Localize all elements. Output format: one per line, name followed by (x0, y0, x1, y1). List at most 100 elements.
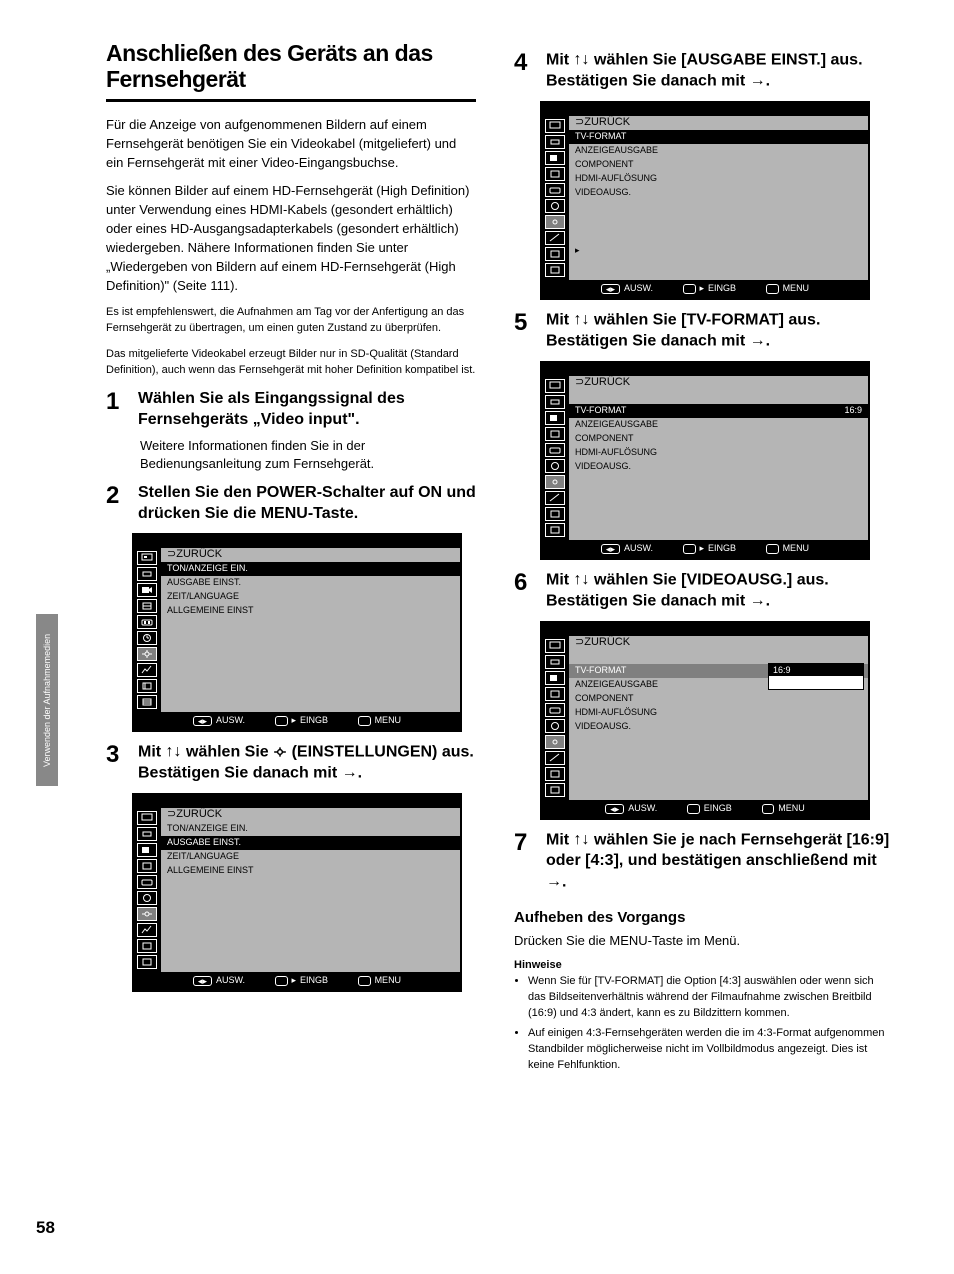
step-number: 3 (106, 742, 128, 785)
step-7: 7 Mit ↑↓ wählen Sie je nach Fernsehgerät… (514, 830, 894, 894)
step-5: 5 Mit ↑↓ wählen Sie [TV-FORMAT] aus. Bes… (514, 310, 894, 353)
arrow-up-icon: ↑ (574, 311, 582, 328)
menu-row-videoausg-label: VIDEOAUSG. (575, 187, 631, 198)
menu-row-component-label: COMPONENT (575, 693, 634, 704)
menu-row-hdmi-label: HDMI-AUFLÖSUNG (575, 447, 657, 458)
notes-list: Wenn Sie für [TV-FORMAT] die Option [4:3… (528, 974, 894, 1074)
step-3: 3 Mit ↑↓ wählen Sie (EINSTELLUNGEN) aus.… (106, 742, 476, 785)
menu-return: ⊃ ZURÜCK (161, 548, 460, 562)
menu-screenshot-1: ⊃ ZURÜCK TON/ANZEIGE EIN. AUSGABE EINST.… (132, 533, 462, 732)
menu-row-component-label: COMPONENT (575, 159, 634, 170)
label-menu: MENU (375, 715, 402, 726)
menu-row-zeit: ZEIT/LANGUAGE (161, 590, 460, 604)
label-menu: MENU (778, 803, 805, 814)
menu-row-allgemein: ALLGEMEINE EINST (161, 604, 460, 618)
step-4: 4 Mit ↑↓ wählen Sie [AUSGABE EINST.] aus… (514, 50, 894, 93)
label-enter: EINGB (704, 803, 732, 814)
settings-icon (273, 746, 287, 758)
arrow-down-icon: ↓ (582, 311, 590, 328)
step-6-body: Mit ↑↓ wählen Sie [VIDEOAUSG.] aus. Best… (546, 570, 894, 613)
menu-screenshot-2: ⊃ ZURÜCK TON/ANZEIGE EIN. AUSGABE EINST.… (132, 793, 462, 992)
menu-return-label: ZURÜCK (584, 376, 630, 389)
option-16-9: 16:9 (769, 664, 863, 677)
menu-row-ton: TON/ANZEIGE EIN. (161, 562, 460, 576)
step-1-sub: Weitere Informationen finden Sie in der … (140, 437, 476, 473)
label-enter: EINGB (708, 543, 736, 554)
cancel-body: Drücken Sie die MENU-Taste im Menü. (514, 932, 894, 951)
step-4-body: Mit ↑↓ wählen Sie [AUSGABE EINST.] aus. … (546, 50, 894, 93)
arrow-down-icon: ↓ (174, 743, 182, 760)
step-number: 5 (514, 310, 536, 353)
step-number: 2 (106, 483, 128, 525)
step-1: 1 Wählen Sie als Eingangssignal des Fern… (106, 389, 476, 431)
step-number: 6 (514, 570, 536, 613)
step-2: 2 Stellen Sie den POWER-Schalter auf ON … (106, 483, 476, 525)
note-item: Wenn Sie für [TV-FORMAT] die Option [4:3… (528, 974, 894, 1022)
left-column: Anschließen des Geräts an das Fernsehger… (106, 40, 476, 1078)
notes-heading: Hinweise (514, 959, 894, 971)
menu-row-hdmi-label: HDMI-AUFLÖSUNG (575, 173, 657, 184)
menu-row-anzeige-label: ANZEIGEAUSGABE (575, 419, 658, 430)
step-1-body: Wählen Sie als Eingangssignal des Fernse… (138, 389, 476, 431)
arrow-right-icon: → (750, 592, 766, 609)
label-select: AUSW. (216, 975, 245, 986)
settings-category-icon (137, 647, 157, 661)
arrow-down-icon: ↓ (582, 831, 590, 848)
arrow-right-icon: → (750, 332, 766, 349)
note-item: Auf einigen 4:3-Fernsehgeräten werden di… (528, 1026, 894, 1074)
menu-return-label: ZURÜCK (176, 808, 222, 821)
menu-row-ton: TON/ANZEIGE EIN. (161, 822, 460, 836)
menu-row-allgemein-label: ALLGEMEINE EINST (167, 865, 254, 876)
menu-row-videoausg-label: VIDEOAUSG. (575, 461, 631, 472)
step-3-body: Mit ↑↓ wählen Sie (EINSTELLUNGEN) aus. B… (138, 742, 476, 785)
label-menu: MENU (783, 543, 810, 554)
menu-row-tvformat-selected: TV-FORMAT (569, 130, 868, 144)
menu-bottom-bar: ◂▸AUSW. ▸EINGB MENU (134, 712, 460, 730)
right-column: 4 Mit ↑↓ wählen Sie [AUSGABE EINST.] aus… (514, 40, 894, 1078)
page-number: 58 (36, 1218, 55, 1238)
menu-row-hdmi-label: HDMI-AUFLÖSUNG (575, 707, 657, 718)
label-menu: MENU (783, 283, 810, 294)
label-enter: EINGB (300, 975, 328, 986)
menu-row-videoausg-label: VIDEOAUSG. (575, 721, 631, 732)
menu-row-zeit-label: ZEIT/LANGUAGE (167, 851, 239, 862)
intro-note: Das mitgelieferte Videokabel erzeugt Bil… (106, 347, 476, 379)
label-select: AUSW. (628, 803, 657, 814)
arrow-up-icon: ↑ (574, 571, 582, 588)
arrow-up-icon: ↑ (574, 831, 582, 848)
step-6: 6 Mit ↑↓ wählen Sie [VIDEOAUSG.] aus. Be… (514, 570, 894, 613)
arrow-down-icon: ↓ (582, 571, 590, 588)
label-enter: EINGB (708, 283, 736, 294)
label-select: AUSW. (624, 543, 653, 554)
menu-screenshot-5: ⊃ ZURÜCK TV-FORMAT 16:9 4:3 ANZEIGEAUSGA… (540, 621, 870, 820)
arrow-up-icon: ↑ (574, 51, 582, 68)
step-7-body: Mit ↑↓ wählen Sie je nach Fernsehgerät [… (546, 830, 894, 894)
menu-return-label: ZURÜCK (584, 116, 630, 129)
option-4-3: 4:3 (769, 676, 863, 689)
menu-screenshot-3: ⊃ ZURÜCK TV-FORMAT ANZEIGEAUSGABE COMPON… (540, 101, 870, 300)
arrow-up-icon: ↑ (166, 743, 174, 760)
menu-row-ausgabe: AUSGABE EINST. (161, 576, 460, 590)
intro-paragraph-1: Für die Anzeige von aufgenommenen Bilder… (106, 116, 476, 173)
sidebar-section-tab: Verwenden der Aufnahmemedien (36, 614, 58, 786)
label-select: AUSW. (624, 283, 653, 294)
step-number: 7 (514, 830, 536, 894)
cancel-heading: Aufheben des Vorgangs (514, 909, 894, 926)
menu-row-anzeige-label: ANZEIGEAUSGABE (575, 145, 658, 156)
tvformat-options-popup: 16:9 4:3 (768, 663, 864, 691)
menu-return-label: ZURÜCK (584, 636, 630, 649)
menu-return-label: ZURÜCK (176, 548, 222, 561)
menu-row-tvformat-active: TV-FORMAT 16:9 4:3 (569, 664, 868, 678)
label-menu: MENU (375, 975, 402, 986)
step-2-body: Stellen Sie den POWER-Schalter auf ON un… (138, 483, 476, 525)
label-enter: EINGB (300, 715, 328, 726)
menu-row-tvformat-row: TV-FORMAT16:9 (569, 404, 868, 418)
menu-screenshot-4: ⊃ ZURÜCK TV-FORMAT16:9 ANZEIGEAUSGABE CO… (540, 361, 870, 560)
menu-row-ausgabe-selected: AUSGABE EINST. (161, 836, 460, 850)
menu-row-component-label: COMPONENT (575, 433, 634, 444)
menu-category-icons (134, 548, 160, 712)
page-content: Anschließen des Geräts an das Fernsehger… (0, 0, 954, 1118)
arrow-right-icon: → (546, 873, 562, 890)
arrow-right-icon: → (750, 72, 766, 89)
arrow-down-icon: ↓ (582, 51, 590, 68)
